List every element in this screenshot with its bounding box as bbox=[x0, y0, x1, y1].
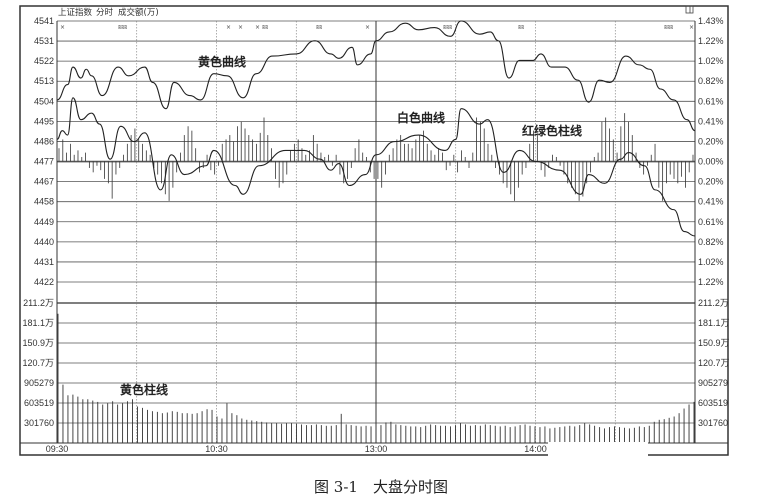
percent-tick-label: 0.61% bbox=[698, 217, 724, 227]
event-marker: × bbox=[255, 24, 260, 31]
volume-tick-label: 603519 bbox=[24, 398, 54, 408]
price-tick-label: 4541 bbox=[34, 16, 54, 26]
event-marker: × bbox=[689, 24, 694, 31]
volume-tick-label: 905279 bbox=[24, 378, 54, 388]
volume-tick-label: 211.2万 bbox=[23, 298, 54, 308]
percent-tick-label: 1.22% bbox=[698, 36, 724, 46]
price-lines bbox=[56, 20, 696, 237]
event-marker: ʬʬ bbox=[262, 24, 268, 31]
event-marker: × bbox=[226, 24, 231, 31]
percent-tick-label: 1.22% bbox=[698, 277, 724, 287]
red-green-bars bbox=[58, 113, 694, 201]
time-tick-label: 13:00 bbox=[365, 444, 388, 454]
price-tick-label: 4504 bbox=[34, 96, 54, 106]
volume-tick-label-right: 301760 bbox=[698, 418, 728, 428]
volume-bars bbox=[57, 313, 695, 443]
annotation-yellow-curve: 黄色曲线 bbox=[198, 54, 246, 69]
percent-tick-label: 0.61% bbox=[698, 96, 724, 106]
price-tick-label: 4458 bbox=[34, 197, 54, 207]
price-tick-label: 4449 bbox=[34, 217, 54, 227]
time-tick-label: 14:00 bbox=[524, 444, 547, 454]
annotation-yellow-bars: 黄色柱线 bbox=[120, 382, 168, 397]
price-tick-label: 4486 bbox=[34, 136, 54, 146]
percent-tick-label: 1.02% bbox=[698, 257, 724, 267]
price-tick-label: 4531 bbox=[34, 36, 54, 46]
event-marker: × bbox=[365, 24, 370, 31]
volume-tick-label-right: 211.2万 bbox=[698, 298, 729, 308]
percent-tick-label: 0.20% bbox=[698, 136, 724, 146]
annotation-red-green-bars: 红绿色柱线 bbox=[522, 123, 582, 138]
volume-tick-label: 120.7万 bbox=[22, 358, 54, 368]
percent-tick-label: 0.20% bbox=[698, 177, 724, 187]
window-toggle-icon[interactable] bbox=[685, 5, 694, 14]
price-tick-label: 4513 bbox=[34, 76, 54, 86]
index-name: 上证指数 bbox=[58, 7, 93, 18]
time-tick-label: 09:30 bbox=[46, 444, 69, 454]
volume-tick-label-right: 150.9万 bbox=[698, 338, 730, 348]
percent-tick-label: 0.00% bbox=[698, 157, 724, 167]
volume-label: 成交额(万) bbox=[118, 7, 159, 18]
volume-tick-label: 150.9万 bbox=[22, 338, 54, 348]
event-marker: ʬʬ bbox=[518, 24, 524, 31]
white-curve bbox=[56, 97, 696, 237]
time-tick-label: 10:30 bbox=[205, 444, 228, 454]
percent-tick-label: 0.41% bbox=[698, 197, 724, 207]
event-marker: ʬʬ bbox=[316, 24, 322, 31]
percent-tick-label: 0.82% bbox=[698, 76, 724, 86]
scan-artifact bbox=[548, 442, 648, 458]
price-tick-label: 4495 bbox=[34, 116, 54, 126]
event-marker: ʬʬʬ bbox=[443, 24, 452, 31]
percent-tick-label: 1.43% bbox=[698, 16, 724, 26]
event-marker: ʬʬʬ bbox=[664, 24, 673, 31]
volume-tick-label-right: 120.7万 bbox=[698, 358, 730, 368]
annotation-white-curve: 白色曲线 bbox=[397, 110, 445, 125]
axis-labels: 4541 1.43% 4531 1.22% 4522 1.02% 4513 0.82% 4504… bbox=[22, 16, 729, 454]
figure-caption: 图 3-1 大盘分时图 bbox=[314, 478, 448, 496]
chart-frame bbox=[19, 5, 729, 456]
volume-tick-label: 181.1万 bbox=[22, 318, 54, 328]
volume-tick-label: 301760 bbox=[24, 418, 54, 428]
volume-tick-label-right: 603519 bbox=[698, 398, 728, 408]
volume-tick-label-right: 905279 bbox=[698, 378, 728, 388]
percent-tick-label: 0.82% bbox=[698, 237, 724, 247]
percent-tick-label: 0.41% bbox=[698, 116, 724, 126]
percent-tick-label: 1.02% bbox=[698, 56, 724, 66]
volume-tick-label-right: 181.1万 bbox=[698, 318, 730, 328]
yellow-curve bbox=[56, 20, 696, 132]
price-tick-label: 4522 bbox=[34, 56, 54, 66]
event-marker: × bbox=[60, 24, 65, 31]
grid bbox=[20, 20, 728, 444]
price-tick-label: 4440 bbox=[34, 237, 54, 247]
price-tick-label: 4477 bbox=[34, 157, 54, 167]
price-tick-label: 4467 bbox=[34, 177, 54, 187]
event-marker: × bbox=[238, 24, 243, 31]
price-tick-label: 4422 bbox=[34, 277, 54, 287]
event-marker: ʬʬʬ bbox=[118, 24, 127, 31]
mode-label: 分时 bbox=[96, 7, 114, 18]
price-tick-label: 4431 bbox=[34, 257, 54, 267]
